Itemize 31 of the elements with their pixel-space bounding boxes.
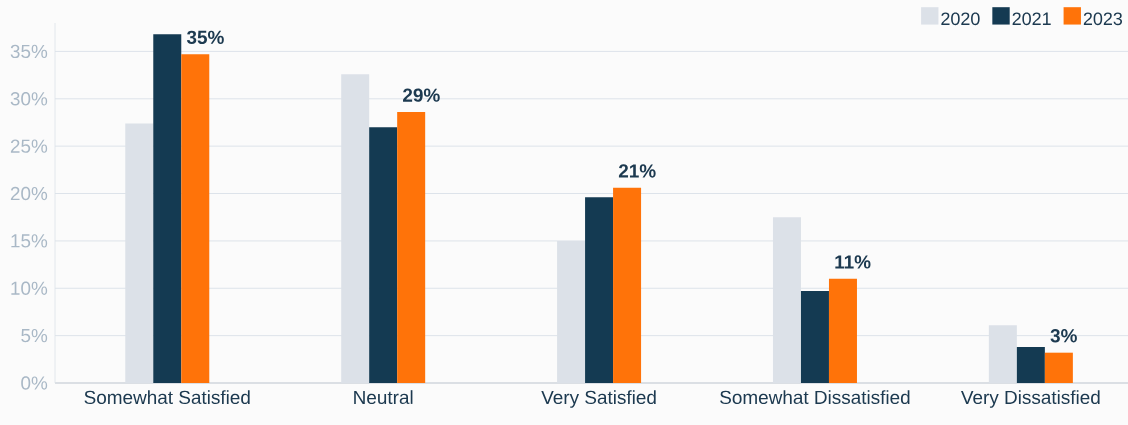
data-label: 3% [1050, 329, 1077, 343]
bar [800, 291, 829, 383]
legend-label: 2020 [941, 12, 980, 26]
y-tick-label: 35% [10, 44, 48, 59]
y-tick-label: 10% [11, 281, 48, 295]
bar [181, 54, 210, 383]
bar [1044, 352, 1073, 383]
bar [397, 112, 426, 383]
bar [1016, 347, 1045, 383]
bar [369, 127, 398, 383]
bar [613, 187, 642, 383]
y-tick-label: 5% [21, 328, 48, 343]
data-label: 29% [403, 88, 440, 102]
bar [585, 197, 614, 383]
bar [828, 278, 857, 383]
x-tick-label: Somewhat Satisfied [84, 390, 250, 405]
data-label: 21% [618, 164, 656, 178]
x-tick-label: Neutral [354, 390, 413, 405]
y-tick-label: 0% [21, 376, 48, 390]
data-label: 11% [835, 255, 871, 269]
y-tick-label: 25% [10, 139, 48, 153]
x-tick-label: Very Dissatisfied [960, 390, 1100, 408]
y-tick-label: 30% [10, 92, 48, 106]
bar [153, 34, 182, 383]
legend-label: 2023 [1083, 12, 1123, 26]
y-tick-label: 20% [10, 186, 48, 201]
y-tick-label: 15% [11, 234, 48, 248]
data-label: 35% [186, 30, 224, 45]
x-tick-label: Somewhat Dissatisfied [720, 390, 910, 405]
x-tick-label: Very Satisfied [541, 390, 656, 408]
legend-label: 2021 [1012, 12, 1051, 26]
